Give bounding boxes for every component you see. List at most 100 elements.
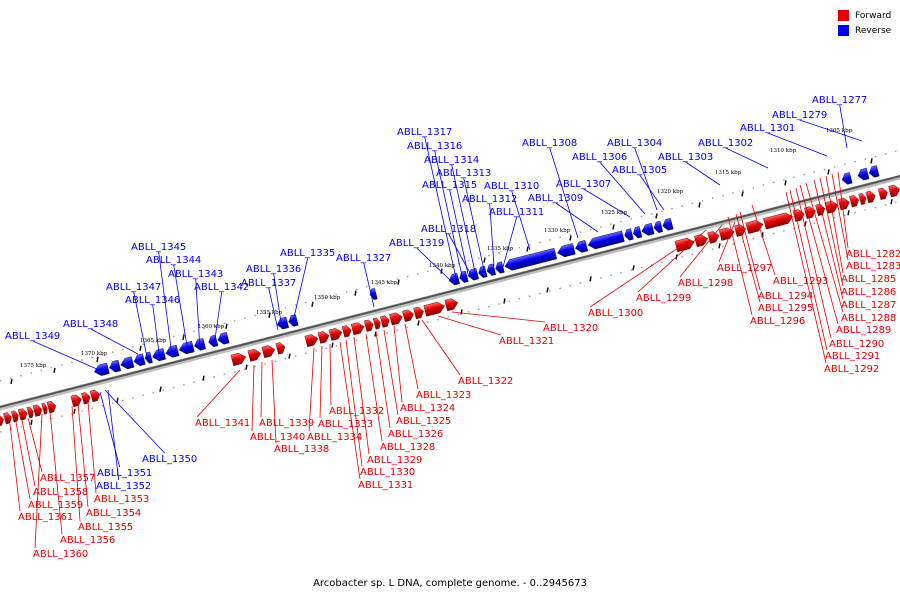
gene-label-abll-1320: ABLL_1320 <box>543 323 598 334</box>
gene-label-abll-1340: ABLL_1340 <box>250 432 305 443</box>
ruler-tick-label: 1305 kbp <box>826 128 853 134</box>
gene-leader-line <box>813 179 844 300</box>
gene-leader-line <box>599 161 646 215</box>
gene-label-abll-1309: ABLL_1309 <box>528 193 583 204</box>
gene-leader-line <box>195 278 201 351</box>
gene-label-abll-1295: ABLL_1295 <box>758 303 813 314</box>
gene-leader-line <box>260 361 263 418</box>
ruler-tick-label: 1345 kbp <box>371 280 398 286</box>
gene-leader-line <box>805 182 844 313</box>
gene-label-abll-1338: ABLL_1338 <box>274 444 329 455</box>
gene-leader-line <box>196 369 241 418</box>
gene-leader-line <box>463 177 485 271</box>
reverse-gene-arrow <box>93 362 110 376</box>
gene-leader-line <box>393 325 403 403</box>
gene-leader-line <box>32 340 107 374</box>
forward-gene-arrow <box>3 412 12 425</box>
gene-label-abll-1356: ABLL_1356 <box>60 535 115 546</box>
gene-label-abll-1293: ABLL_1293 <box>773 276 828 287</box>
gene-label-abll-1349: ABLL_1349 <box>5 331 60 342</box>
gene-leader-line <box>795 187 832 339</box>
reverse-gene-arrow <box>857 167 870 181</box>
gene-label-abll-1325: ABLL_1325 <box>396 416 451 427</box>
gene-leader-line <box>831 173 849 261</box>
gene-leader-line <box>685 161 721 186</box>
gene-label-abll-1292: ABLL_1292 <box>824 364 879 375</box>
lower-tick-mark <box>417 320 420 326</box>
gene-leader-line <box>27 417 43 473</box>
legend-reverse-label: Reverse <box>855 25 892 36</box>
reverse-gene-arrow <box>145 351 153 364</box>
gene-label-abll-1298: ABLL_1298 <box>678 278 733 289</box>
ruler-tick-label: 1330 kbp <box>544 228 571 234</box>
gene-leader-line <box>727 216 753 316</box>
forward-gene-arrow <box>858 193 867 205</box>
gene-label-abll-1307: ABLL_1307 <box>556 179 611 190</box>
gene-leader-line <box>213 291 223 347</box>
reverse-gene-arrow <box>478 265 488 278</box>
gene-label-abll-1296: ABLL_1296 <box>750 316 805 327</box>
gene-label-abll-1301: ABLL_1301 <box>740 123 795 134</box>
upper-tick-mark <box>397 279 400 285</box>
forward-gene-arrow <box>46 400 57 414</box>
forward-gene-arrow <box>372 317 381 330</box>
lower-tick-mark <box>116 397 119 403</box>
gene-label-abll-1334: ABLL_1334 <box>307 432 362 443</box>
forward-gene-arrow <box>89 389 101 403</box>
gene-leader-line <box>363 262 375 308</box>
reverse-gene-arrow <box>109 359 122 373</box>
upper-tick-mark <box>483 257 486 263</box>
lower-tick-mark <box>30 419 33 425</box>
reverse-gene-arrow <box>662 218 674 231</box>
gene-leader-line <box>87 401 97 494</box>
ruler-tick-label: 1365 kbp <box>140 338 167 344</box>
gene-leader-line <box>424 136 457 279</box>
ruler-tick-label: 1335 kbp <box>487 246 514 252</box>
gene-label-abll-1343: ABLL_1343 <box>168 269 223 280</box>
gene-leader-line <box>104 389 165 454</box>
gene-leader-line <box>90 328 139 355</box>
genome-caption: Arcobacter sp. L DNA, complete genome. -… <box>313 578 587 589</box>
gene-leader-line <box>825 175 844 274</box>
reverse-gene-arrow <box>868 165 880 178</box>
upper-tick-mark <box>96 356 99 363</box>
gene-label-abll-1319: ABLL_1319 <box>389 238 444 249</box>
gene-label-abll-1331: ABLL_1331 <box>358 480 413 491</box>
gene-leader-line <box>152 304 161 361</box>
gene-label-abll-1330: ABLL_1330 <box>360 467 415 478</box>
gene-leader-line <box>308 347 315 432</box>
gene-label-abll-1344: ABLL_1344 <box>146 255 201 266</box>
reverse-gene-arrow <box>504 247 558 271</box>
gene-label-abll-1352: ABLL_1352 <box>96 481 151 492</box>
gene-leader-line <box>839 104 848 149</box>
reverse-gene-arrow <box>467 267 479 281</box>
gene-leader-line <box>718 221 736 263</box>
gene-leader-line <box>751 204 776 276</box>
genome-axis <box>0 175 900 409</box>
forward-gene-arrow <box>32 404 43 417</box>
gene-leader-line <box>71 405 81 522</box>
gene-label-abll-1342: ABLL_1342 <box>194 282 249 293</box>
forward-gene-arrow <box>444 298 459 312</box>
forward-gene-arrow <box>17 408 28 421</box>
gene-label-abll-1335: ABLL_1335 <box>280 248 335 259</box>
lower-tick-mark <box>718 243 721 249</box>
gene-label-abll-1287: ABLL_1287 <box>841 300 896 311</box>
gene-label-abll-1291: ABLL_1291 <box>825 351 880 362</box>
gene-leader-line <box>133 291 149 363</box>
upper-tick-mark <box>526 246 529 252</box>
gene-leader-line <box>785 191 827 364</box>
reverse-gene-arrow <box>641 222 655 236</box>
gene-label-abll-1315: ABLL_1315 <box>422 180 477 191</box>
gene-label-abll-1346: ABLL_1346 <box>125 295 180 306</box>
forward-gene-arrow <box>261 345 276 359</box>
gene-label-abll-1348: ABLL_1348 <box>63 319 118 330</box>
gene-label-abll-1360: ABLL_1360 <box>33 549 88 560</box>
forward-gene-arrow <box>341 325 352 338</box>
gene-leader-line <box>448 233 471 274</box>
reverse-gene-arrow <box>133 353 146 367</box>
forward-gene-arrow <box>328 328 343 341</box>
gene-leader-line <box>634 147 658 211</box>
legend-reverse: Reverse <box>838 23 891 38</box>
